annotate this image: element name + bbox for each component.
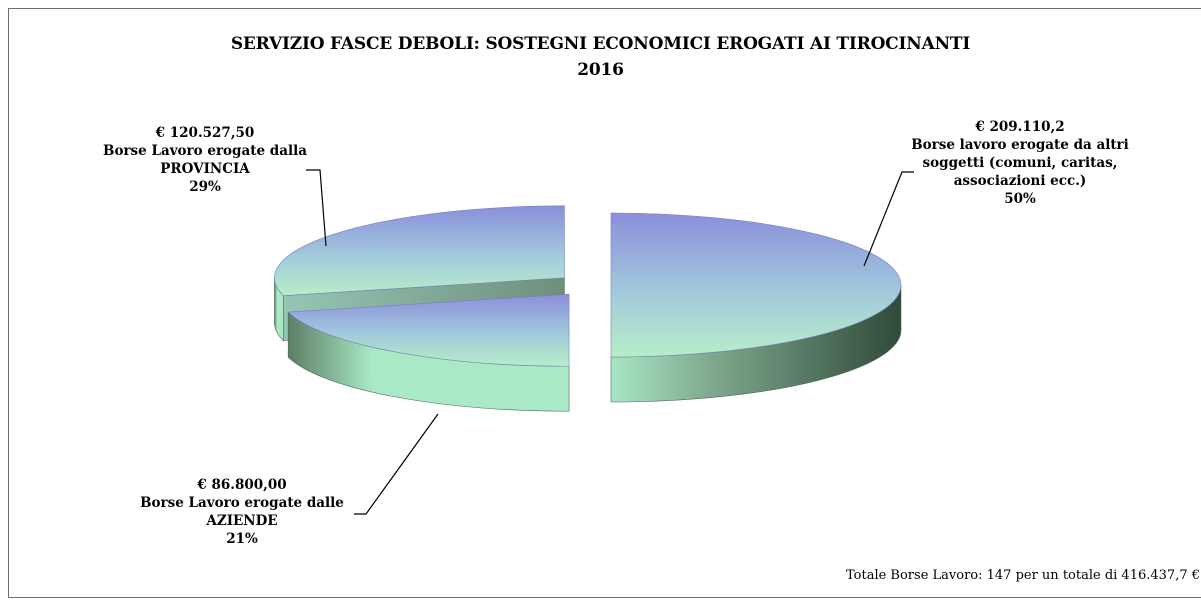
label-provincia-line2: PROVINCIA bbox=[160, 161, 250, 177]
label-provincia: € 120.527,50 Borse Lavoro erogate dalla … bbox=[60, 124, 350, 196]
label-aziende: € 86.800,00 Borse Lavoro erogate dalle A… bbox=[112, 476, 372, 548]
label-aziende-amount: € 86.800,00 bbox=[197, 477, 287, 493]
leader-altri-soggetti bbox=[863, 171, 914, 267]
pie-slices-layer bbox=[274, 205, 902, 412]
chart-subtitle: 2016 bbox=[577, 60, 624, 80]
chart-frame bbox=[8, 8, 1201, 598]
label-altri-line2: soggetti (comuni, caritas, bbox=[922, 155, 1118, 171]
label-altri-percent: 50% bbox=[1004, 191, 1036, 207]
slice-provincia bbox=[274, 205, 565, 297]
label-altri-soggetti: € 209.110,2 Borse lavoro erogate da altr… bbox=[870, 118, 1170, 208]
label-aziende-percent: 21% bbox=[226, 531, 258, 547]
label-altri-line1: Borse lavoro erogate da altri bbox=[911, 137, 1129, 153]
footnote-total: Totale Borse Lavoro: 147 per un totale d… bbox=[845, 568, 1200, 583]
chart-title: SERVIZIO FASCE DEBOLI: SOSTEGNI ECONOMIC… bbox=[230, 34, 971, 54]
label-aziende-line2: AZIENDE bbox=[206, 513, 278, 529]
label-provincia-percent: 29% bbox=[189, 179, 221, 195]
leader-provincia bbox=[306, 169, 327, 247]
slice-altri-soggetti bbox=[610, 212, 902, 358]
leader-aziende bbox=[354, 413, 439, 515]
label-provincia-amount: € 120.527,50 bbox=[155, 125, 255, 141]
label-provincia-line1: Borse Lavoro erogate dalla bbox=[103, 143, 307, 159]
label-aziende-line1: Borse Lavoro erogate dalle bbox=[140, 495, 344, 511]
slice-aziende bbox=[287, 293, 570, 367]
label-altri-line3: associazioni ecc.) bbox=[953, 173, 1087, 189]
leader-lines-layer bbox=[306, 169, 914, 515]
label-altri-amount: € 209.110,2 bbox=[975, 119, 1065, 135]
